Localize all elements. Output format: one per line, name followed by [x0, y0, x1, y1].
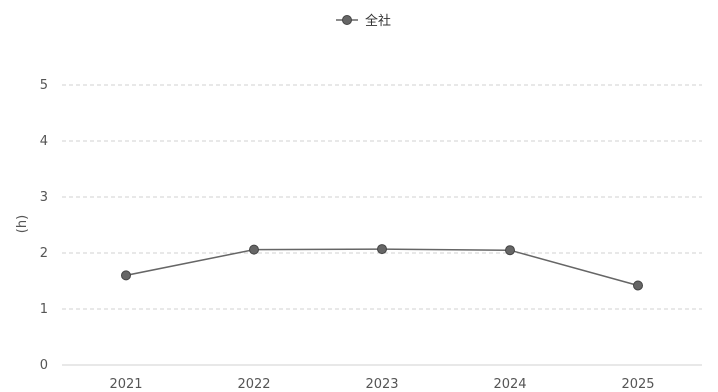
x-tick-label-2025: 2025: [621, 377, 654, 392]
legend: 全社: [336, 13, 391, 29]
y-tick-label-3: 3: [40, 190, 48, 205]
data-point-2023[interactable]: [377, 244, 387, 255]
x-tick-label-2024: 2024: [493, 377, 526, 392]
legend-label-series-1: 全社: [365, 13, 391, 29]
y-tick-labels: 0 1 2 3 4 5: [40, 78, 48, 373]
y-tick-label-1: 1: [40, 302, 48, 317]
x-tick-label-2023: 2023: [365, 377, 398, 392]
data-point-2024[interactable]: [505, 245, 515, 256]
data-point-2021[interactable]: [121, 270, 131, 281]
x-tick-label-2022: 2022: [237, 377, 270, 392]
y-tick-label-5: 5: [40, 78, 48, 93]
data-point-2025[interactable]: [633, 280, 643, 291]
y-tick-label-0: 0: [40, 358, 48, 373]
gridlines: [62, 84, 702, 366]
legend-point-marker: [342, 15, 352, 25]
y-axis-title: (h): [15, 215, 30, 233]
y-tick-label-2: 2: [40, 246, 48, 261]
series-group: [121, 244, 643, 291]
data-point-2022[interactable]: [249, 244, 259, 255]
x-tick-label-2021: 2021: [109, 377, 142, 392]
series-line-1: [125, 248, 639, 287]
y-tick-label-4: 4: [40, 134, 48, 149]
x-tick-labels: 2021 2022 2023 2024 2025: [109, 377, 654, 392]
